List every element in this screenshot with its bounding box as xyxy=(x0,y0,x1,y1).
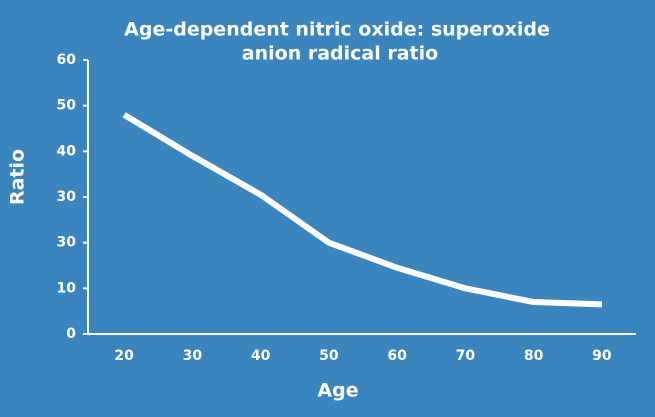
y-tick-label: 10 xyxy=(57,280,77,296)
x-tick-label: 60 xyxy=(387,348,407,364)
x-tick-label: 30 xyxy=(183,348,203,364)
x-tick-label: 70 xyxy=(456,348,476,364)
x-tick-label: 90 xyxy=(592,348,612,364)
x-tick-label: 50 xyxy=(319,348,339,364)
y-tick-label: 40 xyxy=(57,143,77,159)
y-axis-label: Ratio xyxy=(7,149,29,205)
y-tick-label: 60 xyxy=(57,52,77,68)
chart-subtitle: anion radical ratio xyxy=(242,43,438,65)
x-tick-label: 80 xyxy=(524,348,544,364)
x-axis-label: Age xyxy=(317,380,358,402)
y-tick-label: 50 xyxy=(57,98,77,114)
x-tick-label: 20 xyxy=(114,348,134,364)
chart-title: Age-dependent nitric oxide: superoxide xyxy=(124,19,550,41)
y-tick-label: 30 xyxy=(57,189,77,205)
x-tick-label: 40 xyxy=(251,348,271,364)
y-tick-label: 0 xyxy=(66,326,76,342)
y-tick-label: 30 xyxy=(57,235,77,251)
data-line xyxy=(122,112,602,308)
